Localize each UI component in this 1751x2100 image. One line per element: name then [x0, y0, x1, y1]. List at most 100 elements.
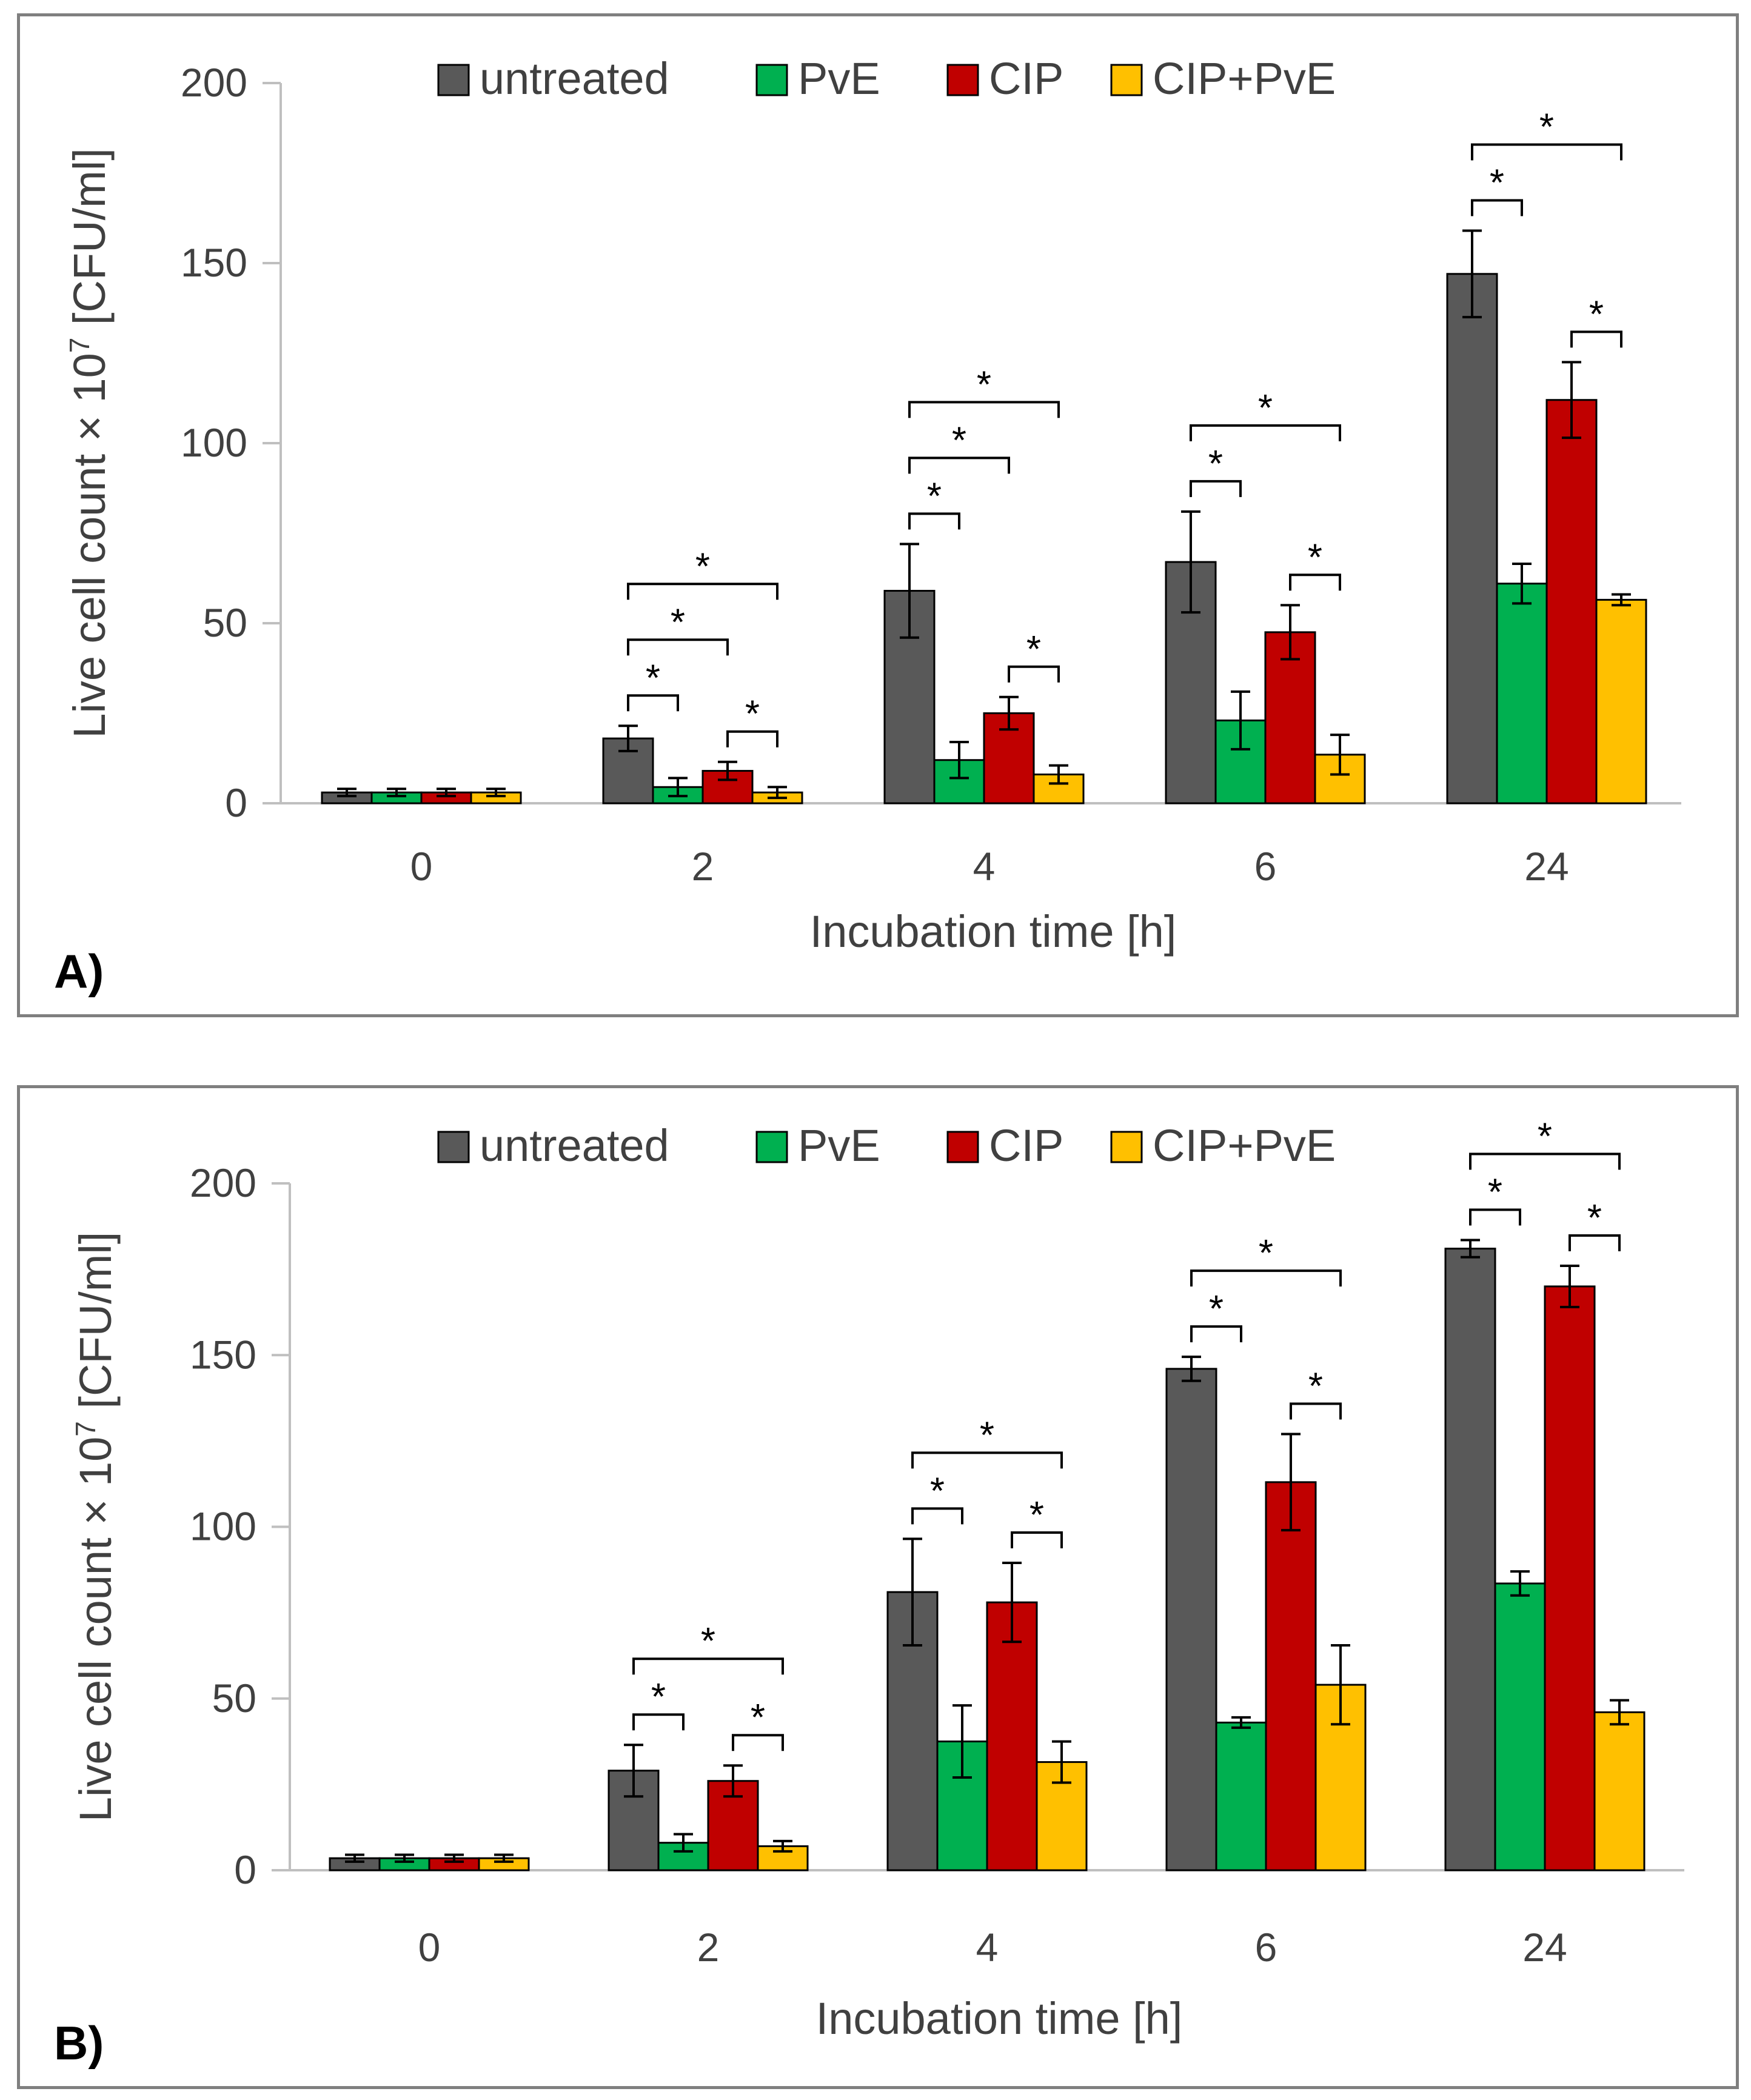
panel-label-a: A) — [54, 945, 104, 998]
x-tick-label: 0 — [410, 844, 433, 889]
legend-label-pve: PvE — [798, 1120, 880, 1171]
significance-bracket — [1190, 1325, 1242, 1343]
significance-bracket — [1190, 480, 1242, 497]
bar-cip-pve-24 — [1595, 598, 1647, 804]
x-tick-label: 0 — [418, 1925, 441, 1970]
significance-bracket — [908, 401, 1060, 418]
significance-bracket — [1469, 1208, 1521, 1226]
y-tick-label: 0 — [234, 1847, 256, 1892]
significance-bracket — [632, 1713, 685, 1731]
y-tick-label: 50 — [212, 1676, 256, 1720]
significance-bracket — [1289, 573, 1341, 591]
legend-swatch-cip — [946, 1131, 979, 1163]
significance-bracket — [1008, 665, 1060, 683]
significance-star: * — [701, 1620, 715, 1662]
legend-label-cip: CIP — [989, 53, 1063, 104]
x-axis-title: Incubation time [h] — [810, 906, 1177, 957]
bar-untreated-6 — [1165, 1368, 1217, 1871]
significance-star: * — [1026, 629, 1041, 670]
legend-swatch-cip — [946, 64, 979, 96]
significance-bracket — [726, 730, 778, 747]
significance-bracket — [627, 638, 729, 656]
legend-swatch-cip-pve — [1110, 1131, 1143, 1163]
significance-star: * — [952, 420, 966, 461]
bar-pve-24 — [1496, 583, 1548, 804]
legend-label-untreated: untreated — [480, 1120, 669, 1171]
x-axis-title: Incubation time [h] — [816, 1993, 1183, 2044]
significance-star: * — [927, 475, 942, 517]
significance-bracket — [911, 1451, 1063, 1469]
bar-chart-a: 0 50 100 150 200 Live cell count × 107 [CFU/m… — [64, 53, 1681, 957]
bar-cip-24 — [1544, 1285, 1596, 1871]
significance-bracket — [908, 456, 1010, 474]
y-tick-label: 150 — [190, 1332, 256, 1377]
y-tick-label: 200 — [181, 60, 247, 105]
bar-chart-b: 0 50 100 150 200 Live cell count × 107 [CFU/m… — [70, 1115, 1684, 2044]
legend-label-cip: CIP — [989, 1120, 1063, 1171]
legend-label-cip-pve: CIP+PvE — [1153, 53, 1336, 104]
x-tick-label: 2 — [692, 844, 714, 889]
legend-swatch-untreated — [437, 1131, 470, 1163]
bar-pve-24 — [1494, 1582, 1546, 1871]
legend-swatch-untreated — [437, 64, 470, 96]
y-axis-title-unit: [CFU/ml] — [64, 148, 115, 337]
y-tick-label: 200 — [190, 1160, 256, 1205]
legend-swatch-pve — [755, 64, 788, 96]
significance-star: * — [977, 364, 991, 406]
y-axis-title: Live cell count × 107 [CFU/ml] — [64, 148, 115, 738]
y-tick-label: 0 — [225, 780, 247, 825]
y-axis-title: Live cell count × 107 [CFU/ml] — [70, 1232, 121, 1822]
significance-star: * — [751, 1697, 765, 1739]
significance-star: * — [1308, 1366, 1323, 1408]
significance-bracket — [632, 1657, 784, 1675]
significance-star: * — [695, 546, 710, 587]
significance-star: * — [1308, 537, 1322, 578]
bar-cip-6 — [1265, 1481, 1317, 1871]
significance-star: * — [1538, 1115, 1552, 1157]
panel-label-b: B) — [54, 2016, 104, 2070]
significance-bracket — [627, 583, 778, 600]
significance-bracket — [1290, 1402, 1342, 1420]
significance-star: * — [1589, 293, 1604, 335]
significance-bracket — [1011, 1531, 1063, 1548]
y-tick-label: 150 — [181, 240, 247, 285]
y-axis-title-exponent: 7 — [70, 1421, 101, 1437]
legend-swatch-pve — [755, 1131, 788, 1163]
significance-bracket — [1569, 1234, 1621, 1251]
y-tick-label: 50 — [203, 600, 247, 645]
x-tick-label: 24 — [1522, 1925, 1567, 1970]
legend-label-cip-pve: CIP+PvE — [1153, 1120, 1336, 1171]
significance-star: * — [651, 1676, 666, 1718]
significance-star: * — [1587, 1197, 1602, 1239]
significance-star: * — [1030, 1494, 1044, 1536]
significance-bracket — [732, 1734, 784, 1751]
bar-cip-24 — [1545, 399, 1598, 804]
significance-bracket — [627, 694, 679, 712]
y-axis-title-part: Live cell count × 10 — [64, 353, 115, 738]
legend-label-untreated: untreated — [480, 53, 669, 104]
bar-untreated-24 — [1446, 273, 1498, 804]
x-tick-label: 24 — [1524, 844, 1569, 889]
significance-star: * — [1208, 443, 1223, 485]
significance-bracket — [1190, 1269, 1342, 1287]
significance-star: * — [671, 601, 685, 643]
significance-star: * — [930, 1470, 945, 1512]
significance-star: * — [646, 657, 660, 699]
x-tick-label: 6 — [1255, 1925, 1277, 1970]
x-tick-label: 4 — [973, 844, 996, 889]
bar-untreated-2 — [602, 737, 654, 804]
y-axis-title-unit: [CFU/ml] — [70, 1232, 121, 1421]
significance-star: * — [1209, 1288, 1224, 1330]
y-axis-title-part: Live cell count × 10 — [70, 1437, 121, 1822]
significance-star: * — [1488, 1171, 1502, 1213]
bar-untreated-24 — [1444, 1248, 1496, 1871]
significance-bracket — [1190, 424, 1341, 441]
x-tick-label: 6 — [1254, 844, 1277, 889]
y-axis-title-exponent: 7 — [64, 338, 95, 353]
significance-bracket — [1570, 330, 1622, 348]
significance-bracket — [1471, 143, 1622, 161]
x-tick-label: 2 — [697, 1925, 720, 1970]
significance-bracket — [1471, 199, 1523, 216]
significance-bracket — [1469, 1152, 1621, 1170]
y-tick-label: 100 — [181, 420, 247, 465]
